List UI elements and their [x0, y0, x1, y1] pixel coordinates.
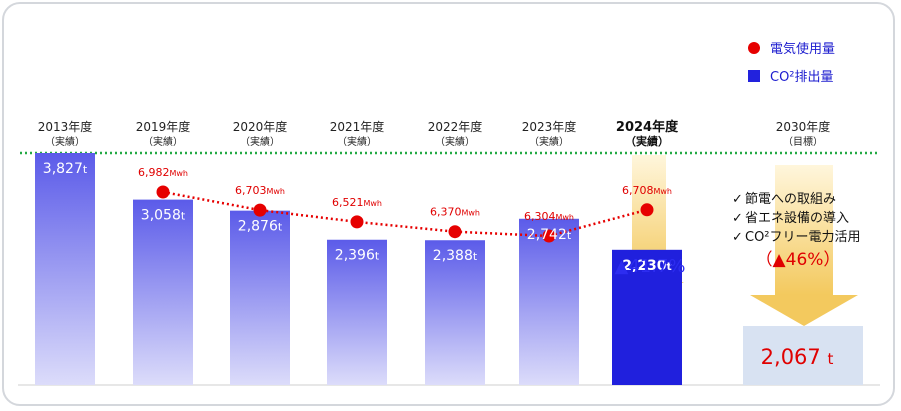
- electricity-value-label: 6,708Mwh: [622, 184, 672, 197]
- co2-value-label: 2,388t: [433, 248, 478, 264]
- measure-check-1: ✓: [732, 192, 743, 207]
- electricity-value-label: 6,982Mwh: [138, 166, 188, 179]
- measures-list: ✓ 節電への取組み ✓ 省エネ設備の導入 ✓ CO²フリー電力活用: [732, 192, 861, 245]
- electricity-value-label: 6,703Mwh: [235, 184, 285, 197]
- measure-1: 節電への取組み: [745, 192, 836, 207]
- electricity-point: [542, 229, 556, 243]
- category-year-label: 2019年度: [136, 119, 191, 134]
- category-year-label: 2022年度: [428, 119, 483, 134]
- co2-target-value-label: 2,067 t: [761, 345, 834, 369]
- reduction-arrow-2030: [750, 165, 858, 326]
- reduction-2030-label: （▲46%）: [756, 250, 841, 270]
- co2-bar: [612, 249, 682, 385]
- co2-bar: [327, 239, 387, 385]
- electricity-value-label: 6,521Mwh: [332, 196, 382, 209]
- electricity-point: [350, 215, 364, 229]
- legend: 電気使用量 CO²排出量: [748, 41, 835, 85]
- category-note-label: （実績）: [435, 135, 475, 148]
- category-year-label: 2030年度: [776, 119, 831, 134]
- measure-check-3: ✓: [732, 230, 743, 245]
- measure-check-2: ✓: [732, 211, 743, 226]
- co2-value-label: 3,058t: [141, 208, 186, 224]
- electricity-point: [156, 185, 170, 199]
- co2-value-label: 2,396t: [335, 248, 380, 264]
- co2-value-label: 2,742t: [527, 227, 572, 243]
- co2-bar: [743, 326, 863, 385]
- category-year-label: 2023年度: [522, 119, 577, 134]
- electricity-line: [162, 190, 648, 238]
- co2-value-label: 3,827t: [43, 161, 88, 177]
- reduction-2024-label: ▲41.7%: [614, 256, 685, 277]
- co2-bar: [519, 218, 579, 385]
- category-note-label: （実績）: [625, 134, 669, 148]
- category-year-label: 2020年度: [233, 119, 288, 134]
- measure-2: 省エネ設備の導入: [745, 210, 849, 226]
- category-note-label: （実績）: [45, 135, 85, 148]
- electricity-value-label: 6,304Mwh: [524, 210, 574, 223]
- co2-bar: [35, 153, 95, 385]
- category-note-label: （実績）: [529, 135, 569, 148]
- category-note-label: （実績）: [143, 135, 183, 148]
- measure-3: CO²フリー電力活用: [745, 230, 861, 245]
- electricity-point: [448, 225, 462, 239]
- category-note-label: （実績）: [337, 135, 377, 148]
- legend-co2-marker: [748, 70, 760, 82]
- co2-bar: [133, 199, 193, 385]
- electricity-point: [640, 203, 654, 217]
- electricity-value-label: 6,370Mwh: [430, 206, 480, 219]
- category-note-label: （目標）: [783, 135, 823, 148]
- co2-value-label: 2,230t: [622, 258, 672, 274]
- category-year-label: 2024年度: [616, 119, 679, 135]
- category-year-label: 2021年度: [330, 119, 385, 134]
- co2-bar: [230, 210, 290, 385]
- co2-bar: [425, 240, 485, 385]
- legend-electricity-label: 電気使用量: [770, 41, 835, 57]
- legend-electricity-marker: [748, 42, 760, 54]
- category-note-label: （実績）: [240, 135, 280, 148]
- legend-co2-label: CO²排出量: [770, 70, 834, 85]
- electricity-point: [253, 203, 267, 217]
- category-year-label: 2013年度: [38, 119, 93, 134]
- co2-value-label: 2,876t: [238, 219, 283, 235]
